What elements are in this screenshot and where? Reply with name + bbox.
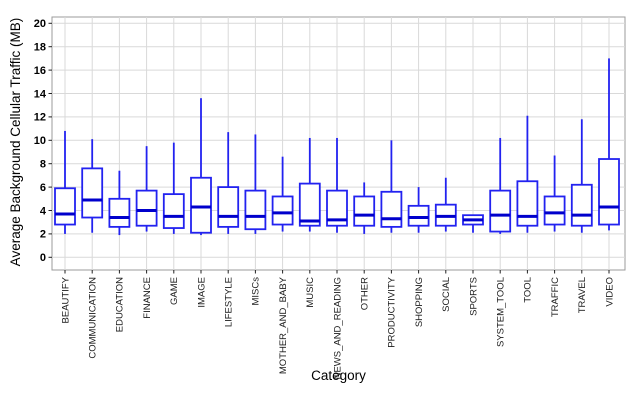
x-tick-label-SYSTEM_TOOL: SYSTEM_TOOL: [496, 277, 507, 347]
x-tick-label-EDUCATION: EDUCATION: [115, 277, 126, 332]
x-tick-label-MOTHER_AND_BABY: MOTHER_AND_BABY: [278, 276, 289, 374]
x-tick-label-TRAFFIC: TRAFFIC: [550, 277, 561, 317]
box-BEAUTIFY: [54, 187, 76, 226]
x-tick-label-VIDEO: VIDEO: [604, 277, 615, 307]
y-tick-label: 0: [40, 252, 46, 264]
y-tick-label: 16: [34, 65, 46, 77]
x-tick-label-SOCIAL: SOCIAL: [441, 277, 452, 312]
y-tick-label: 18: [34, 42, 46, 54]
x-tick-label-TOOL: TOOL: [523, 277, 534, 303]
x-tick-label-MISCs: MISCs: [251, 277, 262, 306]
box-PRODUCTIVITY: [380, 190, 403, 228]
y-tick-label: 20: [34, 18, 46, 30]
x-axis-title: Category: [311, 368, 366, 383]
box-VIDEO: [598, 158, 620, 226]
x-tick-label-OTHER: OTHER: [360, 277, 371, 310]
box-TRAVEL: [570, 183, 593, 227]
x-tick-label-BEAUTIFY: BEAUTIFY: [60, 276, 71, 323]
x-tick-label-GAME: GAME: [169, 277, 180, 305]
x-tick-label-PRODUCTIVITY: PRODUCTIVITY: [387, 276, 398, 347]
box-FINANCE: [135, 189, 158, 227]
x-tick-label-LIFESTYLE: LIFESTYLE: [224, 277, 235, 327]
y-tick-label: 12: [34, 112, 46, 124]
box-SYSTEM_TOOL: [489, 189, 512, 233]
y-tick-label: 14: [34, 88, 47, 100]
box-MUSIC: [298, 182, 321, 227]
box-TRAFFIC: [543, 195, 566, 226]
box-OTHER: [353, 195, 376, 227]
box-IMAGE: [190, 176, 212, 234]
box-NEWS_AND_READING: [326, 189, 348, 227]
x-tick-label-TRAVEL: TRAVEL: [577, 277, 588, 313]
y-tick-label: 6: [40, 182, 46, 194]
x-tick-label-SHOPPING: SHOPPING: [414, 277, 425, 327]
y-tick-label: 10: [34, 135, 46, 147]
box-MOTHER_AND_BABY: [271, 195, 294, 226]
box-COMMUNICATION: [81, 167, 104, 219]
plot-panel: [51, 16, 626, 271]
x-tick-label-SPORTS: SPORTS: [468, 277, 479, 316]
box-TOOL: [516, 180, 539, 227]
y-tick-label: 2: [40, 229, 46, 241]
x-tick-label-IMAGE: IMAGE: [196, 277, 207, 308]
x-tick-label-MUSIC: MUSIC: [305, 277, 316, 308]
x-tick-label-FINANCE: FINANCE: [142, 277, 153, 319]
box-LIFESTYLE: [217, 186, 240, 228]
x-tick-label-NEWS_AND_READING: NEWS_AND_READING: [332, 277, 343, 379]
box-SHOPPING: [407, 204, 430, 227]
y-tick-label: 8: [40, 159, 46, 171]
x-tick-label-COMMUNICATION: COMMUNICATION: [88, 277, 99, 359]
box-MISCs: [244, 189, 267, 231]
y-tick-label: 4: [40, 205, 47, 217]
box-GAME: [162, 193, 185, 229]
box-EDUCATION: [108, 197, 131, 228]
